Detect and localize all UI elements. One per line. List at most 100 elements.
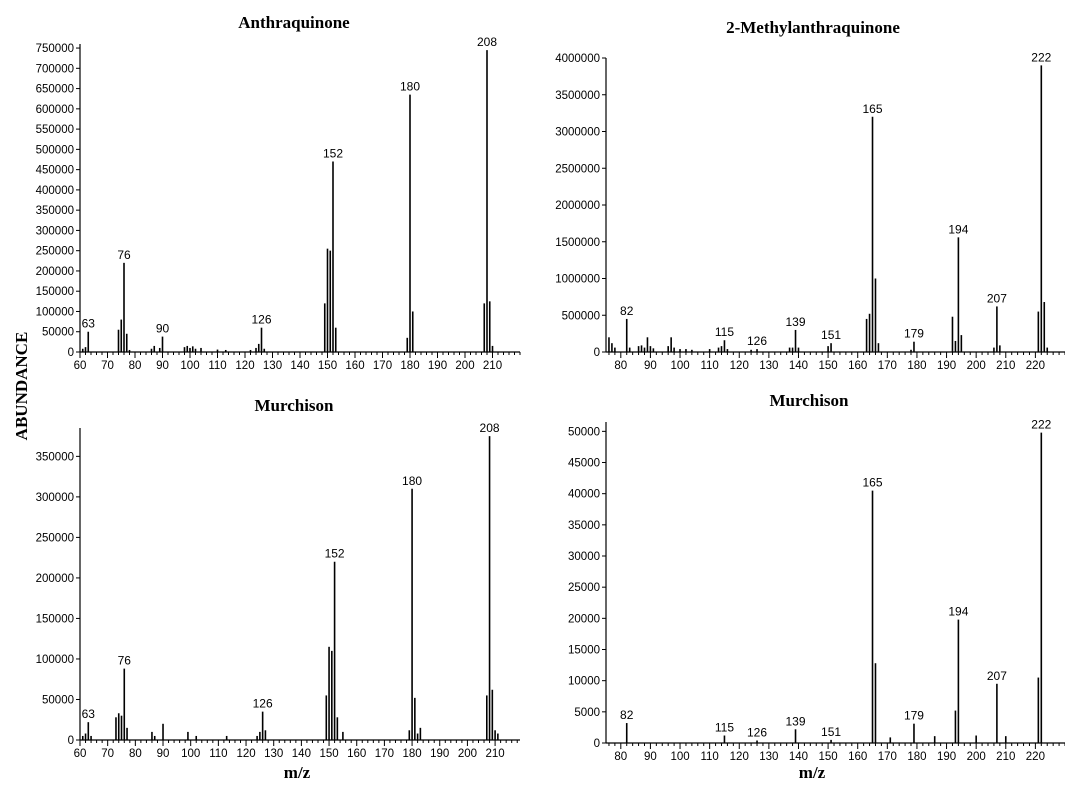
y-tick-label: 250000 <box>36 532 74 544</box>
x-tick-label: 100 <box>670 360 689 372</box>
x-tick-label: 150 <box>819 360 838 372</box>
x-tick-label: 130 <box>264 748 283 760</box>
x-tick-label: 130 <box>759 360 778 372</box>
peak-label: 194 <box>948 222 968 236</box>
y-tick-label: 4000000 <box>555 53 600 65</box>
peak-label: 180 <box>402 474 422 488</box>
x-tick-label: 210 <box>996 751 1015 763</box>
peak-label: 115 <box>715 721 734 735</box>
y-tick-label: 200000 <box>36 266 74 278</box>
y-tick-label: 0 <box>594 347 600 359</box>
y-tick-label: 50000 <box>42 327 74 339</box>
x-tick-label: 90 <box>644 360 657 372</box>
peak-label: 194 <box>948 605 968 619</box>
y-tick-label: 2000000 <box>555 200 600 212</box>
x-tick-label: 140 <box>789 751 808 763</box>
peak-label: 63 <box>82 317 96 331</box>
x-tick-label: 210 <box>996 360 1015 372</box>
x-tick-label: 200 <box>967 360 986 372</box>
x-tick-label: 220 <box>1026 360 1045 372</box>
y-tick-label: 600000 <box>36 104 74 116</box>
y-tick-label: 350000 <box>36 205 74 217</box>
x-tick-label: 190 <box>428 360 447 372</box>
peak-label: 208 <box>477 35 497 49</box>
peak-label: 126 <box>251 313 271 327</box>
chart-panel-2: 2-Methylanthraquinone 80 90 100 110 120 130 140… <box>555 18 1065 372</box>
chart-title: 2-Methylanthraquinone <box>726 18 900 37</box>
peak-label: 222 <box>1031 418 1051 432</box>
peak-label: 165 <box>863 102 883 116</box>
x-tick-label: 160 <box>848 751 867 763</box>
x-tick-label: 110 <box>700 751 718 763</box>
x-tick-label: 140 <box>290 360 309 372</box>
x-tick-label: 140 <box>789 360 808 372</box>
x-tick-label: 130 <box>263 360 282 372</box>
y-tick-label: 40000 <box>568 489 600 501</box>
y-tick-label: 2500000 <box>555 163 600 175</box>
y-tick-label: 100000 <box>36 654 74 666</box>
x-tick-label: 110 <box>700 360 718 372</box>
y-tick-label: 700000 <box>36 63 74 75</box>
peak-label: 63 <box>82 707 96 721</box>
y-tick-label: 0 <box>594 738 600 750</box>
peak-label: 179 <box>904 327 924 341</box>
y-tick-label: 250000 <box>36 246 74 258</box>
y-tick-label: 150000 <box>36 286 74 298</box>
peak-label: 151 <box>821 328 841 342</box>
peak-label: 207 <box>987 291 1007 305</box>
peak-label: 222 <box>1031 50 1051 64</box>
peak-label: 76 <box>118 654 132 668</box>
peak-label: 152 <box>325 547 345 561</box>
x-tick-label: 180 <box>400 360 419 372</box>
x-tick-label: 190 <box>937 360 956 372</box>
x-tick-label: 100 <box>181 748 200 760</box>
x-tick-label: 150 <box>819 751 838 763</box>
x-tick-label: 70 <box>101 748 114 760</box>
x-tick-label: 120 <box>235 360 254 372</box>
x-tick-label: 70 <box>101 360 114 372</box>
x-tick-label: 80 <box>129 360 142 372</box>
x-tick-label: 160 <box>848 360 867 372</box>
peak-label: 82 <box>620 304 634 318</box>
y-tick-label: 200000 <box>36 573 74 585</box>
y-tick-label: 150000 <box>36 613 74 625</box>
y-tick-label: 50000 <box>568 426 600 438</box>
x-tick-label: 140 <box>292 748 311 760</box>
y-tick-label: 100000 <box>36 306 74 318</box>
y-tick-label: 400000 <box>36 185 74 197</box>
peak-label: 115 <box>715 325 734 339</box>
y-tick-label: 450000 <box>36 165 74 177</box>
x-tick-label: 200 <box>458 748 477 760</box>
x-tick-label: 120 <box>730 751 749 763</box>
x-tick-label: 90 <box>156 360 169 372</box>
peak-label: 126 <box>747 726 767 740</box>
chart-panel-4: Murchison 80 90 100 110 120 130 140 150 160 170 180… <box>568 391 1065 763</box>
x-tick-label: 180 <box>907 360 926 372</box>
x-tick-label: 210 <box>483 360 502 372</box>
x-tick-label: 170 <box>878 751 897 763</box>
x-tick-label: 210 <box>486 748 505 760</box>
peak-label: 126 <box>253 697 273 711</box>
x-axis-title-right: m/z <box>799 763 826 782</box>
x-tick-label: 220 <box>1026 751 1045 763</box>
y-tick-label: 3000000 <box>555 127 600 139</box>
x-tick-label: 110 <box>209 748 227 760</box>
y-tick-label: 5000 <box>574 707 600 719</box>
chart-title: Murchison <box>769 391 849 410</box>
y-tick-label: 45000 <box>568 458 600 470</box>
x-tick-label: 190 <box>430 748 449 760</box>
y-tick-label: 650000 <box>36 84 74 96</box>
peak-label: 90 <box>156 322 170 336</box>
y-tick-label: 3500000 <box>555 90 600 102</box>
x-tick-label: 170 <box>373 360 392 372</box>
x-tick-label: 150 <box>318 360 337 372</box>
x-tick-label: 60 <box>74 360 87 372</box>
x-tick-label: 120 <box>236 748 255 760</box>
chart-panel-1: Anthraquinone 60 70 80 90 100 110 120 130 140 150 1… <box>36 13 521 372</box>
y-tick-label: 500000 <box>36 144 74 156</box>
peak-label: 139 <box>786 315 806 329</box>
peak-label: 207 <box>987 669 1007 683</box>
x-tick-label: 120 <box>730 360 749 372</box>
y-tick-label: 1000000 <box>555 274 600 286</box>
